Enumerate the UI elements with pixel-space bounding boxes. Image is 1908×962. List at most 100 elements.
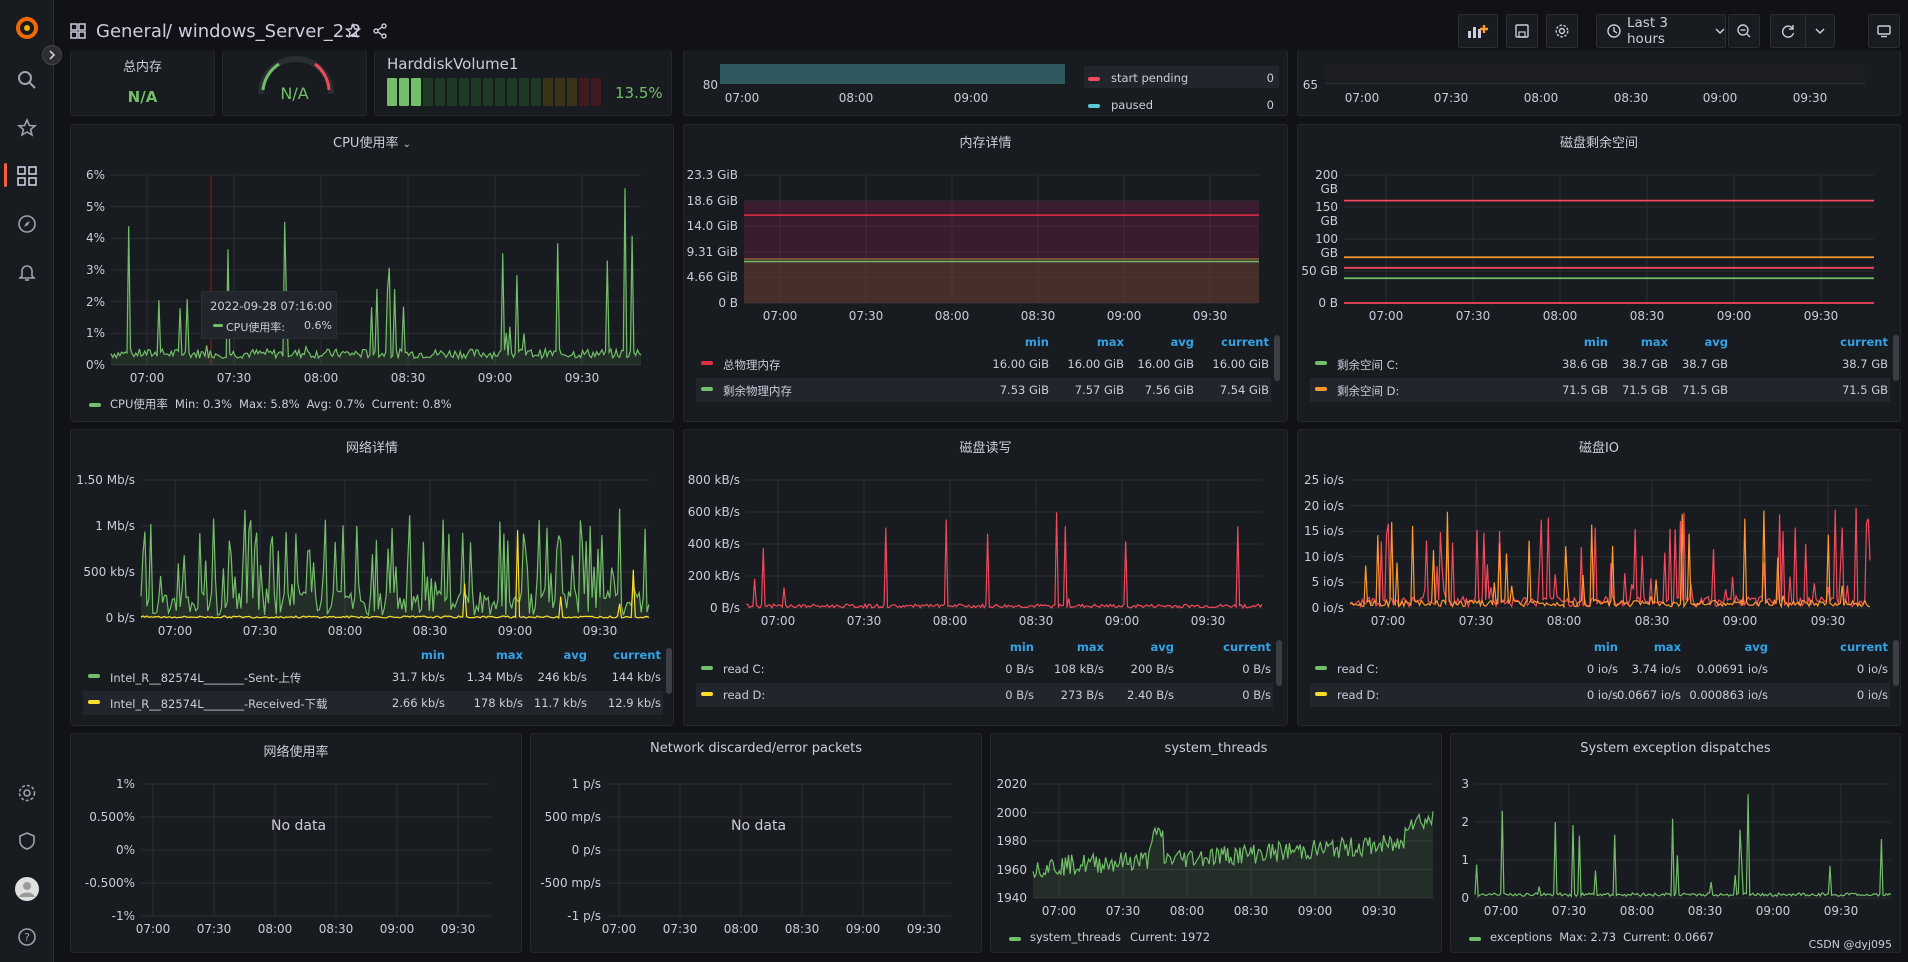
save-dashboard-button[interactable] bbox=[1506, 14, 1538, 48]
expand-menu-chevron-icon[interactable] bbox=[42, 45, 62, 65]
disk-read-write-panel[interactable]: 磁盘读写 800 kB/s 600 kB/s 400 kB/s 200 kB/s 0 B… bbox=[683, 429, 1288, 726]
y-tick: 1 p/s bbox=[571, 777, 601, 791]
panel-title[interactable]: 网络使用率 bbox=[263, 745, 329, 760]
legend-header-max[interactable]: max bbox=[1076, 640, 1104, 654]
total-mem-fill bbox=[744, 201, 1259, 303]
search-icon[interactable] bbox=[13, 66, 41, 94]
x-tick: 08:00 bbox=[303, 371, 339, 385]
legend-header-avg[interactable]: avg bbox=[1170, 335, 1195, 349]
legend-header-max[interactable]: max bbox=[1640, 335, 1668, 349]
legend-series-name[interactable]: Intel_R__82574L_______-Sent-上传 bbox=[110, 671, 302, 685]
dashboard-settings-button[interactable] bbox=[1546, 14, 1578, 48]
legend-scrollbar[interactable] bbox=[1276, 640, 1282, 686]
panel-title[interactable]: 磁盘剩余空间 bbox=[1559, 136, 1638, 151]
explore-icon[interactable] bbox=[13, 210, 41, 238]
legend-header-avg[interactable]: avg bbox=[1150, 640, 1175, 654]
refresh-interval-dropdown[interactable] bbox=[1805, 14, 1835, 48]
legend-series-name[interactable]: 剩余空间 C: bbox=[1337, 358, 1399, 372]
shield-icon[interactable] bbox=[13, 827, 41, 855]
starred-icon[interactable] bbox=[13, 114, 41, 142]
legend-scrollbar[interactable] bbox=[1274, 335, 1280, 381]
help-icon[interactable]: ? bbox=[13, 923, 41, 951]
panel-title[interactable]: 磁盘读写 bbox=[959, 441, 1012, 456]
system-threads-panel[interactable]: system_threads 2020 2000 1980 1960 1940 07:00… bbox=[990, 733, 1442, 953]
tooltip-value: 0.6% bbox=[304, 319, 332, 332]
legend-row[interactable]: exceptions Max: 2.73 Current: 0.0667 bbox=[1490, 930, 1721, 944]
panel-title[interactable]: 内存详情 bbox=[959, 136, 1012, 151]
share-icon[interactable] bbox=[372, 23, 388, 42]
legend-label[interactable]: start pending bbox=[1111, 71, 1189, 85]
io-series-2 bbox=[1349, 510, 1871, 609]
breadcrumb-dashboard-title[interactable]: windows_Server_2.2 bbox=[178, 21, 362, 42]
legend-header-current[interactable]: current bbox=[1223, 640, 1271, 654]
dashboards-icon[interactable] bbox=[13, 162, 41, 190]
legend-row[interactable]: system_threads Current: 1972 bbox=[1030, 930, 1219, 944]
system-exceptions-panel[interactable]: System exception dispatches 3 2 1 0 07:00 07:… bbox=[1450, 733, 1901, 953]
legend-header-max[interactable]: max bbox=[495, 648, 523, 662]
add-panel-button[interactable] bbox=[1458, 14, 1498, 48]
legend-header-min[interactable]: min bbox=[1024, 335, 1049, 349]
tv-mode-button[interactable] bbox=[1868, 14, 1900, 48]
x-tick: 08:00 bbox=[1546, 614, 1582, 628]
legend-series-name[interactable]: read C: bbox=[1337, 662, 1379, 676]
grafana-logo-icon[interactable] bbox=[13, 14, 41, 42]
x-tick: 08:00 bbox=[1169, 904, 1205, 918]
time-range-picker[interactable]: Last 3 hours bbox=[1596, 14, 1726, 48]
legend-scrollbar[interactable] bbox=[1893, 640, 1899, 686]
legend-header-avg[interactable]: avg bbox=[563, 648, 588, 662]
alerting-bell-icon[interactable] bbox=[13, 258, 41, 286]
memory-detail-panel[interactable]: 内存详情 23.3 GiB 18.6 GiB 14.0 GiB 9.31 GiB 4.6… bbox=[683, 124, 1288, 422]
legend-header-min[interactable]: min bbox=[1583, 335, 1608, 349]
y-tick: -0.500% bbox=[84, 876, 135, 890]
zoom-out-button[interactable] bbox=[1728, 14, 1760, 48]
disk-free-panel[interactable]: 磁盘剩余空间 200 GB 150 GB 100 GB 50 GB 0 B 07:00 07… bbox=[1297, 124, 1901, 422]
legend-series-name[interactable]: 剩余空间 D: bbox=[1337, 384, 1400, 398]
legend-series-name[interactable]: read C: bbox=[723, 662, 765, 676]
refresh-button[interactable] bbox=[1770, 14, 1806, 48]
no-data-message: No data bbox=[731, 818, 787, 834]
legend-scrollbar[interactable] bbox=[666, 648, 672, 694]
x-tick: 09:00 bbox=[1702, 91, 1738, 105]
legend-header-min[interactable]: min bbox=[1009, 640, 1034, 654]
star-icon[interactable] bbox=[344, 22, 362, 42]
legend-header-avg[interactable]: avg bbox=[1704, 335, 1729, 349]
legend-header-max[interactable]: max bbox=[1653, 640, 1681, 654]
legend-value: 0 io/s bbox=[1586, 688, 1618, 702]
panel-title[interactable]: 网络详情 bbox=[345, 441, 398, 456]
cpu-usage-panel[interactable]: CPU使用率 ⌄ 6% 5% 4% 3% 2% 1% 0% 07:00 07:30 08:00 08… bbox=[70, 124, 674, 422]
legend-label[interactable]: paused bbox=[1111, 98, 1154, 112]
legend-scrollbar[interactable] bbox=[1893, 335, 1899, 381]
x-tick: 09:00 bbox=[845, 922, 881, 936]
received-series bbox=[140, 530, 650, 619]
panel-title[interactable]: Network discarded/error packets bbox=[649, 741, 863, 756]
disk-io-panel[interactable]: 磁盘IO 25 io/s 20 io/s 15 io/s 10 io/s 5 io/s 0… bbox=[1297, 429, 1901, 726]
legend-header-max[interactable]: max bbox=[1096, 335, 1124, 349]
legend-header-min[interactable]: min bbox=[1593, 640, 1618, 654]
network-error-packets-panel[interactable]: Network discarded/error packets 1 p/s 500… bbox=[530, 733, 982, 953]
legend-header-current[interactable]: current bbox=[1221, 335, 1269, 349]
legend-series-name[interactable]: 剩余物理内存 bbox=[723, 384, 792, 398]
legend-header-current[interactable]: current bbox=[1840, 335, 1888, 349]
legend-series-name[interactable]: read D: bbox=[723, 688, 766, 702]
configuration-gear-icon[interactable] bbox=[13, 779, 41, 807]
legend-header-min[interactable]: min bbox=[420, 648, 445, 662]
panel-title[interactable]: system_threads bbox=[1164, 741, 1268, 756]
network-usage-panel[interactable]: 网络使用率 1% 0.500% 0% -0.500% -1% 07:00 07:30 08:0… bbox=[70, 733, 522, 953]
legend-series-name[interactable]: Intel_R__82574L_______-Received-下载 bbox=[110, 697, 328, 711]
panel-title[interactable]: 磁盘IO bbox=[1578, 441, 1620, 456]
breadcrumb-folder[interactable]: General bbox=[96, 21, 167, 42]
legend-header-current[interactable]: current bbox=[613, 648, 661, 662]
legend-value: 0 io/s bbox=[1586, 662, 1618, 676]
y-tick: 500 mp/s bbox=[544, 810, 601, 824]
legend-series-name[interactable]: 总物理内存 bbox=[723, 358, 781, 372]
user-avatar[interactable] bbox=[13, 875, 41, 903]
legend-header-avg[interactable]: avg bbox=[1744, 640, 1769, 654]
panel-title[interactable]: CPU使用率 ⌄ bbox=[333, 136, 411, 151]
panel-title[interactable]: System exception dispatches bbox=[1580, 741, 1771, 756]
legend-header-current[interactable]: current bbox=[1840, 640, 1888, 654]
x-tick: 09:00 bbox=[1716, 309, 1752, 323]
network-detail-panel[interactable]: 网络详情 1.50 Mb/s 1 Mb/s 500 kb/s 0 b/s 07:00 07… bbox=[70, 429, 674, 726]
legend-row[interactable]: CPU使用率 Min: 0.3% Max: 5.8% Avg: 0.7% Current… bbox=[110, 396, 459, 412]
legend-series-name[interactable]: read D: bbox=[1337, 688, 1380, 702]
y-tick: 0 io/s bbox=[1311, 601, 1344, 615]
